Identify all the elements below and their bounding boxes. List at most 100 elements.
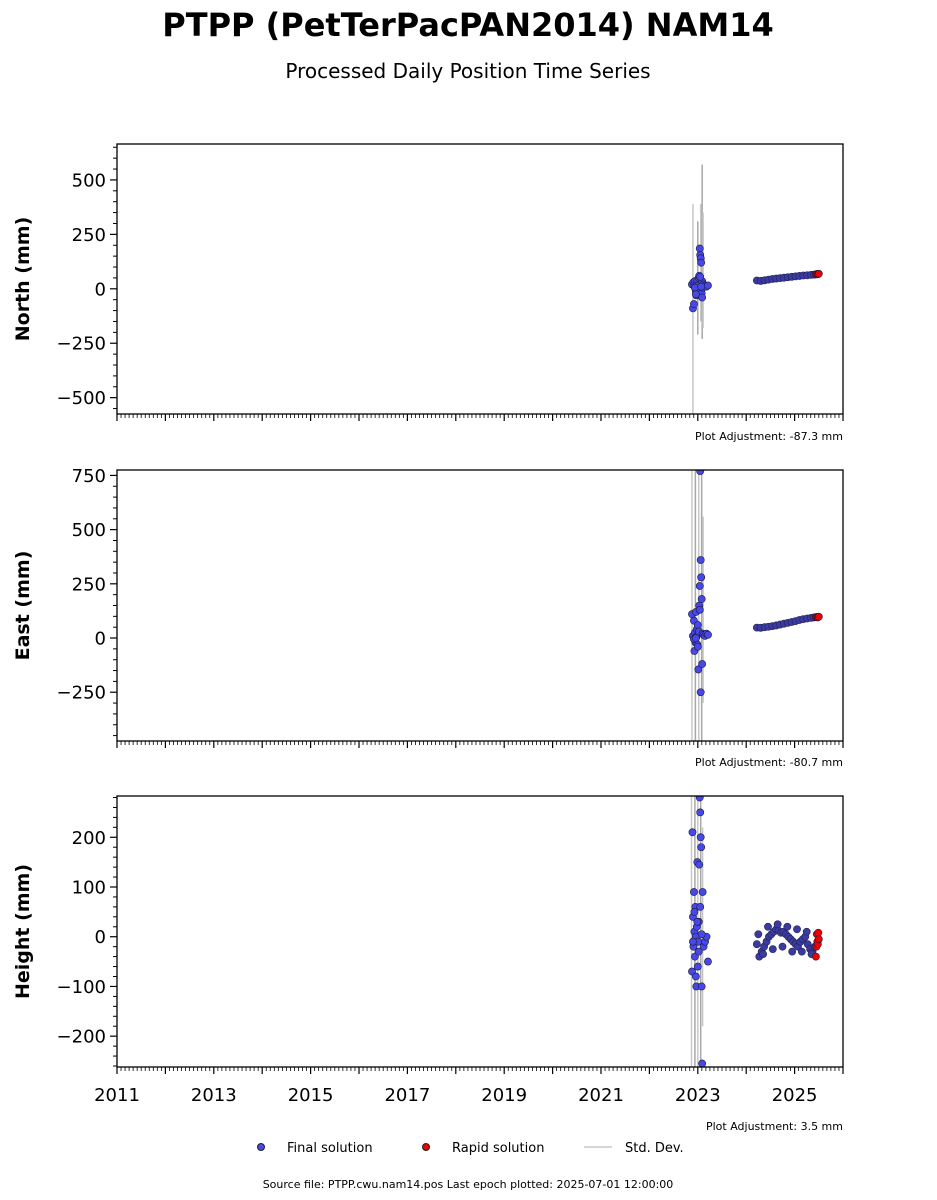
y-axis-label: North (mm) [12,217,34,342]
final-point [690,300,698,308]
y-tick-label: −250 [57,334,106,355]
legend-rapid-label: Rapid solution [452,1141,544,1156]
final-point [697,982,706,991]
y-tick-label: 0 [95,927,106,948]
x-tick-label: 2013 [191,1085,237,1106]
final-point [783,922,792,931]
y-tick-label: 0 [95,629,106,650]
final-point [697,573,706,582]
x-tick-label: 2021 [578,1085,624,1106]
final-point [695,605,704,614]
final-point [698,660,707,668]
y-tick-label: −200 [57,1027,106,1048]
final-point [752,940,761,949]
source-footer: Source file: PTPP.cwu.nam14.pos Last epo… [263,1178,674,1191]
y-tick-label: −250 [57,683,106,704]
final-point [696,470,705,475]
final-point [788,947,797,956]
final-point [696,833,705,842]
rapid-point [814,269,823,278]
final-point [697,258,706,267]
final-point [695,796,704,802]
final-point [693,917,702,926]
final-point [696,808,705,817]
y-tick-label: −500 [57,388,106,409]
y-tick-label: 500 [72,520,106,541]
final-point [696,272,705,281]
legend-final-label: Final solution [287,1141,373,1156]
panel-1: −500 −250 0 250 500 North (mm) Plot Adjustment… [12,143,844,443]
chart-subtitle: Processed Daily Position Time Series [285,59,650,83]
final-point [695,582,704,590]
final-point [698,888,707,896]
final-point [793,925,801,934]
x-tick-label: 2023 [675,1085,721,1106]
y-tick-label: 200 [72,828,106,849]
final-point [698,1059,707,1067]
final-point [704,630,712,639]
final-point [693,642,702,651]
final-point [694,947,703,956]
final-point [759,950,768,959]
final-point [696,556,705,564]
rapid-point [814,928,823,937]
final-point [695,244,704,253]
plot-adjustment-label: Plot Adjustment: 3.5 mm [706,1120,843,1133]
legend-final-marker [257,1143,265,1151]
final-point [697,843,706,852]
chart-title: PTPP (PetTerPacPAN2014) NAM14 [162,6,773,44]
plot-adjustment-label: Plot Adjustment: -87.3 mm [695,430,843,443]
final-point [690,888,698,896]
y-tick-label: 500 [72,170,106,191]
rapid-point [814,935,823,944]
final-point [797,947,806,956]
final-point [754,930,763,939]
plot-frame [116,795,844,1068]
plot-frame [116,469,844,742]
final-point [693,621,702,629]
y-tick-label: −100 [57,977,106,998]
y-axis-label: Height (mm) [12,864,34,999]
final-point [778,942,787,951]
x-tick-label: 2015 [288,1085,334,1106]
final-point [768,945,777,954]
final-point [802,927,811,936]
y-axis-label: East (mm) [12,551,34,661]
final-point [773,920,782,929]
final-point [697,930,706,939]
final-point [691,634,700,642]
y-tick-label: 750 [72,466,106,487]
final-point [690,907,699,916]
legend-rapid-marker [422,1143,430,1151]
final-point [696,688,705,697]
final-point [695,860,704,869]
final-point [688,828,697,837]
final-point [691,972,700,981]
final-point [697,282,706,291]
final-point [698,293,707,302]
rapid-point [811,952,820,961]
x-tick-label: 2011 [94,1085,140,1106]
plot-adjustment-label: Plot Adjustment: -80.7 mm [695,756,843,769]
x-tick-label: 2017 [384,1085,430,1106]
panel-3: −200 −100 0 100 200 2011 2013 2015 2017 2019 2021 2… [12,795,844,1133]
final-point [704,957,712,966]
final-point [704,281,712,290]
panels: −500 −250 0 250 500 North (mm) Plot Adjustment… [12,143,844,1133]
legend-std-label: Std. Dev. [625,1141,684,1156]
plot-area [688,796,823,1067]
plot-frame [116,143,844,415]
plot-area [688,164,823,414]
y-tick-label: 250 [72,225,106,246]
x-tick-label: 2025 [772,1085,818,1106]
y-tick-label: 0 [95,279,106,300]
final-point [764,922,772,931]
rapid-point [814,612,823,621]
final-point [697,595,706,603]
final-point [696,902,705,911]
final-point [690,283,699,292]
plot-area [688,470,823,741]
final-point [691,290,700,299]
final-point [694,665,703,674]
